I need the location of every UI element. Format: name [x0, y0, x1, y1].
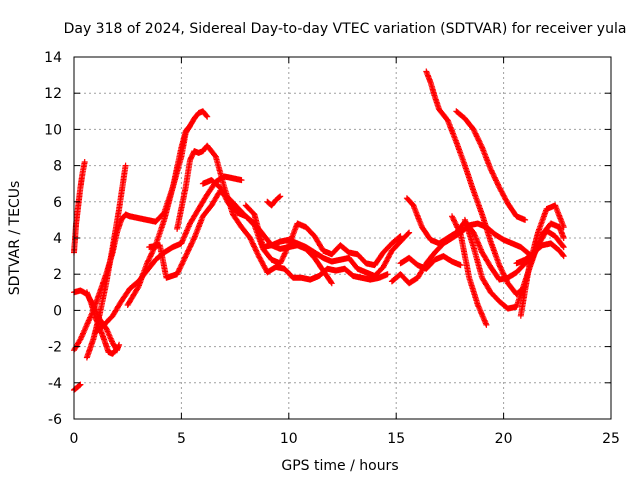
- y-tick-label: -2: [48, 340, 62, 356]
- series-sat-j: [146, 187, 335, 287]
- series-sat-e: [83, 162, 129, 361]
- series-sat-n: [264, 193, 284, 209]
- y-tick-label: -6: [48, 412, 62, 428]
- series-markers: [199, 177, 404, 269]
- y-tick-label: 8: [53, 159, 62, 175]
- y-tick-label: 10: [44, 122, 62, 138]
- series-sat-l: [199, 177, 404, 269]
- y-tick-label: 2: [53, 267, 62, 283]
- y-tick-label: 14: [44, 50, 62, 66]
- x-axis-label: GPS time / hours: [281, 458, 398, 474]
- series-sat-x: [526, 227, 567, 269]
- series-sat-s: [453, 108, 529, 223]
- y-tick-label: -4: [48, 376, 62, 392]
- grid-lines: [74, 57, 611, 419]
- series-markers: [526, 227, 567, 269]
- y-tick-label: 6: [53, 195, 62, 211]
- y-tick-label: 0: [53, 303, 62, 319]
- x-tick-label: 15: [387, 431, 405, 447]
- x-tick-label: 20: [495, 431, 513, 447]
- series-markers: [449, 213, 490, 328]
- series-sat-r: [423, 68, 529, 298]
- y-tick-label: 12: [44, 86, 62, 102]
- series-markers: [453, 108, 529, 223]
- series-sat-p: [397, 253, 464, 272]
- series-markers: [71, 381, 84, 393]
- x-tick-label: 10: [280, 431, 298, 447]
- series-markers: [83, 162, 129, 361]
- x-tick-label: 25: [602, 431, 620, 447]
- axis-ticks: 0 5 10 15 20 25 -6 -4 -2 0 2 4 6 8 10 12 14: [44, 50, 620, 447]
- series-markers: [397, 253, 464, 272]
- series-markers: [83, 289, 120, 357]
- x-tick-label: 0: [70, 431, 79, 447]
- series-sat-t: [449, 213, 490, 328]
- series-sat-m: [242, 202, 413, 279]
- y-tick-label: 4: [53, 231, 62, 247]
- series-sat-b: [71, 381, 84, 393]
- y-axis-label: SDTVAR / TECUs: [7, 181, 23, 296]
- series-markers: [423, 68, 529, 298]
- x-tick-label: 5: [177, 431, 186, 447]
- series-markers: [146, 187, 335, 287]
- series-markers: [264, 193, 284, 209]
- data-points: [71, 68, 567, 393]
- series-markers: [242, 202, 413, 279]
- series-sat-f: [83, 289, 120, 357]
- chart-title: Day 318 of 2024, Sidereal Day-to-day VTE…: [64, 21, 627, 37]
